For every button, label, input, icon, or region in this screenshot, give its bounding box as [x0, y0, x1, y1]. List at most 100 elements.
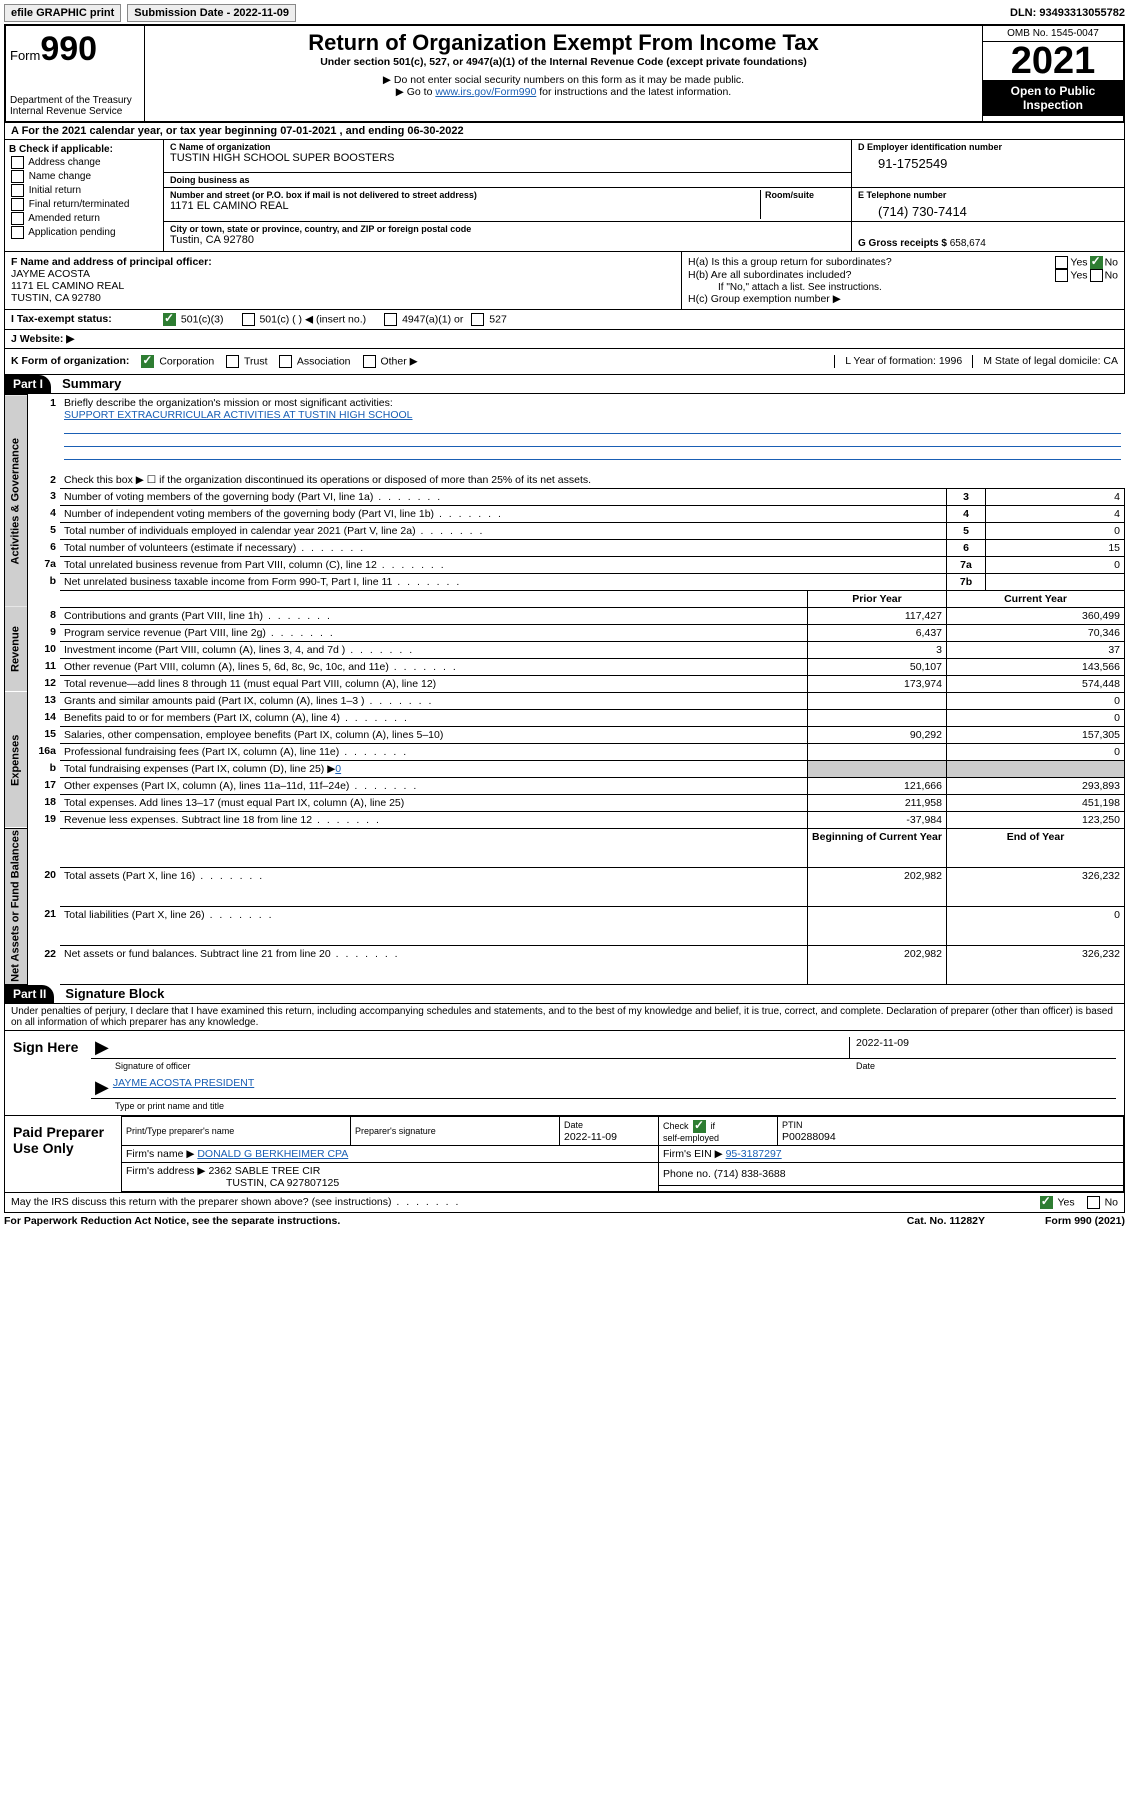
l6-val: 15 — [986, 539, 1125, 556]
box-g-gross: G Gross receipts $ 658,674 — [851, 222, 1124, 251]
l21-curr: 0 — [947, 906, 1125, 945]
l11-prior: 50,107 — [808, 658, 947, 675]
hb-yes[interactable]: Yes — [1053, 269, 1087, 282]
submission-date-button[interactable]: Submission Date - 2022-11-09 — [127, 4, 296, 22]
l1-label: Briefly describe the organization's miss… — [64, 397, 393, 409]
chk-amended-return[interactable]: Amended return — [9, 212, 159, 225]
l11-curr: 143,566 — [947, 658, 1125, 675]
firm-ein[interactable]: 95-3187297 — [726, 1148, 782, 1160]
hb-no[interactable]: No — [1088, 269, 1118, 282]
irs-label: Internal Revenue Service — [10, 106, 140, 117]
f-label: F Name and address of principal officer: — [11, 256, 212, 268]
caret-icon-2: ▶ — [91, 1077, 113, 1098]
l4-text: Number of independent voting members of … — [64, 508, 503, 520]
street-label: Number and street (or P.O. box if mail i… — [170, 190, 760, 200]
firm-name[interactable]: DONALD G BERKHEIMER CPA — [197, 1148, 348, 1160]
box-c-street: Number and street (or P.O. box if mail i… — [164, 188, 851, 221]
part-ii-title: Signature Block — [57, 986, 164, 1001]
l10-prior: 3 — [808, 641, 947, 658]
l14-curr: 0 — [947, 709, 1125, 726]
signature-block: Under penalties of perjury, I declare th… — [4, 1004, 1125, 1213]
box-h: H(a) Is this a group return for subordin… — [681, 252, 1124, 309]
l15-prior: 90,292 — [808, 726, 947, 743]
l3-text: Number of voting members of the governin… — [64, 491, 442, 503]
ptin-value: P00288094 — [782, 1131, 836, 1143]
l11-text: Other revenue (Part VIII, column (A), li… — [64, 661, 458, 673]
l19-curr: 123,250 — [947, 811, 1125, 828]
tax-year: 2021 — [983, 42, 1123, 80]
part-i-tag: Part I — [5, 375, 51, 393]
firm-addr1: 2362 SABLE TREE CIR — [208, 1165, 320, 1177]
l2-text: Check this box ▶ ☐ if the organization d… — [60, 472, 1125, 489]
form-990-number: 990 — [40, 30, 97, 68]
l8-curr: 360,499 — [947, 607, 1125, 624]
l4-val: 4 — [986, 505, 1125, 522]
k-other[interactable]: Other ▶ — [361, 355, 418, 368]
i-501c[interactable]: 501(c) ( ) ◀ (insert no.) — [240, 313, 367, 326]
ha-yes[interactable]: Yes — [1053, 256, 1087, 269]
i-527[interactable]: 527 — [469, 313, 506, 326]
fh-row: F Name and address of principal officer:… — [4, 252, 1125, 310]
form-prefix: Form — [10, 48, 40, 63]
i-501c3[interactable]: 501(c)(3) — [161, 313, 224, 326]
l7a-text: Total unrelated business revenue from Pa… — [64, 559, 446, 571]
preparer-table: Print/Type preparer's name Preparer's si… — [121, 1116, 1124, 1192]
chk-name-change[interactable]: Name change — [9, 170, 159, 183]
footer-pra: For Paperwork Reduction Act Notice, see … — [4, 1215, 340, 1227]
chk-final-return[interactable]: Final return/terminated — [9, 198, 159, 211]
l10-text: Investment income (Part VIII, column (A)… — [64, 644, 414, 656]
l21-prior — [808, 906, 947, 945]
footer: For Paperwork Reduction Act Notice, see … — [4, 1213, 1125, 1227]
row-a-tax-year: A For the 2021 calendar year, or tax yea… — [4, 123, 1125, 140]
l21-text: Total liabilities (Part X, line 26) — [64, 909, 274, 921]
l-year: L Year of formation: 1996 — [834, 355, 972, 368]
i-4947[interactable]: 4947(a)(1) or — [382, 313, 463, 326]
hdr-prior: Prior Year — [808, 590, 947, 607]
sig-officer-label: Signature of officer — [115, 1061, 856, 1071]
hc-label: H(c) Group exemption number ▶ — [688, 293, 1118, 305]
l13-text: Grants and similar amounts paid (Part IX… — [64, 695, 433, 707]
k-corp[interactable]: Corporation — [139, 355, 214, 368]
gross-value: 658,674 — [950, 238, 986, 249]
l16a-prior — [808, 743, 947, 760]
k-trust[interactable]: Trust — [224, 355, 267, 368]
sig-date: 2022-11-09 — [849, 1037, 1116, 1058]
box-d-ein: D Employer identification number 91-1752… — [851, 140, 1124, 187]
m-state: M State of legal domicile: CA — [972, 355, 1118, 368]
l12-text: Total revenue—add lines 8 through 11 (mu… — [64, 678, 436, 690]
date-label: Date — [856, 1061, 1116, 1071]
ha-no[interactable]: No — [1088, 256, 1118, 269]
irs-form990-link[interactable]: www.irs.gov/Form990 — [435, 86, 536, 98]
room-label: Room/suite — [765, 190, 845, 200]
chk-address-change[interactable]: Address change — [9, 156, 159, 169]
prep-phone-label: Phone no. — [663, 1168, 711, 1180]
mission-text[interactable]: SUPPORT EXTRACURRICULAR ACTIVITIES AT TU… — [64, 409, 413, 421]
l8-prior: 117,427 — [808, 607, 947, 624]
paid-preparer-label: Paid Preparer Use Only — [5, 1116, 121, 1192]
k-label: K Form of organization: — [11, 355, 129, 367]
street-value: 1171 EL CAMINO REAL — [170, 200, 760, 212]
firm-addr2: TUSTIN, CA 927807125 — [226, 1177, 339, 1189]
officer-name-title[interactable]: JAYME ACOSTA PRESIDENT — [113, 1077, 254, 1089]
discuss-yes[interactable]: Yes — [1038, 1196, 1075, 1209]
sign-here-label: Sign Here — [5, 1031, 91, 1115]
self-employed-check[interactable]: Check ifself-employed — [659, 1117, 778, 1146]
l16b-val[interactable]: 0 — [335, 763, 341, 775]
l16b-text: Total fundraising expenses (Part IX, col… — [64, 763, 335, 775]
vtab-governance: Activities & Governance — [5, 395, 28, 608]
l10-curr: 37 — [947, 641, 1125, 658]
chk-initial-return[interactable]: Initial return — [9, 184, 159, 197]
form-header: Form990 Department of the Treasury Inter… — [4, 26, 1125, 123]
discuss-no[interactable]: No — [1085, 1196, 1118, 1209]
k-assoc[interactable]: Association — [277, 355, 350, 368]
row-i-tax-status: I Tax-exempt status: 501(c)(3) 501(c) ( … — [4, 310, 1125, 330]
header-right: OMB No. 1545-0047 2021 Open to Public In… — [982, 26, 1123, 121]
chk-application-pending[interactable]: Application pending — [9, 226, 159, 239]
subtitle-2: ▶ Do not enter social security numbers o… — [153, 74, 974, 86]
subtitle-1: Under section 501(c), 527, or 4947(a)(1)… — [153, 56, 974, 68]
col-b-header: B Check if applicable: — [9, 144, 113, 155]
efile-print-button[interactable]: efile GRAPHIC print — [4, 4, 121, 22]
dept-treasury: Department of the Treasury — [10, 95, 140, 106]
vtab-expenses: Expenses — [5, 692, 28, 828]
l18-curr: 451,198 — [947, 794, 1125, 811]
